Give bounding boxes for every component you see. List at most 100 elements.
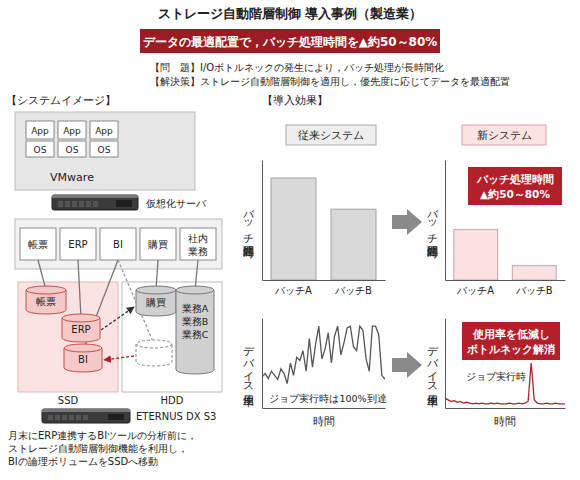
- page: ストレージ自動階層制御 導入事例（製造業）データの最適配置で，バッチ処理時間を▲…: [0, 0, 580, 480]
- connector: [156, 260, 158, 290]
- app-box: [90, 121, 118, 139]
- storage-label: ETERNUS DX S3: [136, 411, 216, 422]
- bars: [271, 178, 376, 280]
- vmware-label: VMware: [50, 171, 94, 184]
- x-axis: [446, 408, 566, 409]
- tick-label: バッチB: [515, 285, 553, 296]
- x-axis-title: 時間: [494, 415, 516, 427]
- cylinder-top: [64, 344, 102, 352]
- link-arrow: [101, 307, 134, 330]
- volume-label: ERP: [71, 324, 90, 335]
- device-slot: [55, 415, 60, 420]
- app-box: [58, 121, 86, 139]
- caption: ストレージ自動階層制御機能を利用し，: [8, 443, 188, 454]
- caption: BIの論理ボリュームをSSDへ移動: [8, 456, 158, 467]
- app-label: App: [63, 126, 81, 136]
- problem: 【問 題】I/Oボトルネックの発生により，バッチ処理が長時間化: [150, 62, 444, 73]
- lines: [445, 363, 565, 404]
- server-device: [52, 195, 138, 210]
- tick: バッチA: [456, 285, 494, 296]
- device-slot: [93, 201, 98, 207]
- storage-device: [42, 409, 130, 423]
- column-label: 新システム: [477, 129, 532, 141]
- os-label: OS: [34, 145, 47, 155]
- device-slot: [58, 201, 63, 207]
- hdd-area: [122, 282, 222, 392]
- x-axis-title: 時間: [313, 415, 335, 427]
- bar: [454, 230, 498, 280]
- y-axis: [262, 161, 263, 281]
- hdd-volume: [176, 286, 214, 374]
- y-axis-title: バッチ処理時間: [240, 202, 254, 259]
- y-axis: [445, 161, 446, 281]
- volume-label: 業務B: [182, 316, 209, 327]
- lines: [262, 326, 385, 383]
- y-axis-title: デバイス使用率: [240, 339, 254, 408]
- axis-line: [262, 161, 263, 281]
- canvas: ストレージ自動階層制御 導入事例（製造業）データの最適配置で，バッチ処理時間を▲…: [0, 0, 580, 480]
- application-label: BI: [113, 239, 123, 250]
- ssd-volume: [64, 344, 102, 372]
- bar: [512, 266, 556, 280]
- volume-label: 業務A: [182, 303, 209, 314]
- column-tab: [462, 125, 546, 145]
- application-label: 帳票: [28, 239, 48, 250]
- annotation-box: [468, 167, 562, 205]
- os-box: [90, 141, 118, 157]
- volume-label: 購買: [146, 297, 166, 308]
- axis-line: [445, 161, 446, 281]
- axis-line: [446, 408, 566, 409]
- volume-label: 帳票: [36, 296, 56, 307]
- os-label: OS: [98, 145, 111, 155]
- volume-label: BI: [78, 354, 88, 365]
- device-body: [42, 409, 130, 423]
- y-axis: [262, 319, 263, 409]
- annotation: ▲約50～80%: [480, 188, 550, 200]
- annotation: ジョブ実行時: [466, 371, 526, 382]
- x-axis: バッチA バッチB: [446, 281, 566, 297]
- tick: バッチB: [515, 285, 553, 296]
- application-box: [100, 228, 136, 260]
- application-box: [20, 228, 56, 260]
- cylinder-top: [136, 340, 172, 348]
- bars: [454, 230, 556, 280]
- flow-arrow: [392, 352, 422, 378]
- axis-line: [263, 408, 386, 409]
- device-panel: [108, 414, 124, 420]
- banner-bg: [140, 29, 440, 53]
- bar: [331, 209, 376, 280]
- column-label: 従来システム: [298, 129, 364, 141]
- flow-arrow: [392, 209, 422, 235]
- server-label: 仮想化サーバ: [146, 198, 207, 209]
- cylinder-body: [176, 290, 214, 374]
- line: [445, 363, 565, 404]
- device-slot: [72, 201, 77, 207]
- bar: [271, 178, 316, 280]
- vmware-box: [15, 112, 195, 190]
- axis-line: [263, 280, 386, 281]
- device-panel: [116, 200, 132, 207]
- y-axis-title: バッチ処理時間: [424, 202, 438, 259]
- cylinder-top: [176, 286, 214, 294]
- connector: [38, 260, 46, 290]
- section-heading: 【導入効果】: [262, 94, 328, 106]
- y-axis: [445, 319, 446, 409]
- device-body: [52, 195, 138, 210]
- tier-label: HDD: [161, 395, 184, 406]
- cylinder-top: [136, 286, 176, 294]
- solution: 【解決策】ストレージ自動階層制御を適用し，優先度に応じてデータを最適配置: [150, 76, 510, 87]
- application-box: [60, 228, 96, 260]
- tick-label: バッチB: [334, 285, 372, 296]
- application-label: 社内: [188, 233, 208, 244]
- device-slot: [83, 415, 88, 420]
- app-label: App: [95, 126, 113, 136]
- device-slot: [65, 201, 70, 207]
- connector: [78, 260, 81, 318]
- caption: 月末にERP連携するBIツールの分析前に，: [8, 430, 197, 441]
- os-label: OS: [66, 145, 79, 155]
- tick: バッチB: [334, 285, 372, 296]
- application-label: 業務: [188, 246, 208, 257]
- axis-line: [446, 280, 566, 281]
- app-box: [26, 121, 54, 139]
- device-top: [52, 195, 138, 198]
